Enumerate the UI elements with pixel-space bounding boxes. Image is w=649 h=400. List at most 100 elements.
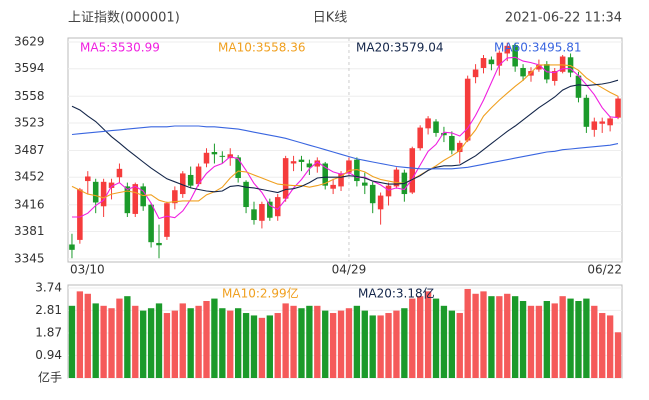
candle-body (100, 181, 107, 207)
candle-body (385, 185, 392, 197)
candle-body (77, 189, 83, 240)
volume-bar (401, 308, 408, 378)
candle-body (615, 98, 621, 118)
volume-bar (68, 305, 76, 378)
volume-bar (266, 315, 273, 378)
candle-body (282, 158, 289, 199)
volume-bar (298, 308, 305, 378)
candle-body (409, 148, 416, 193)
candle-body (425, 118, 431, 129)
volume-bar (84, 293, 91, 378)
x-tick-label: 04/29 (332, 263, 367, 277)
volume-bar (393, 310, 400, 378)
y-tick-label: 3629 (14, 35, 45, 49)
volume-bar (614, 332, 622, 378)
volume-bar (195, 305, 202, 378)
candle-body (164, 203, 170, 237)
candle-body (480, 58, 487, 68)
candle-body (441, 132, 447, 136)
volume-legend: MA20:3.18亿 (358, 286, 435, 301)
volume-bar (417, 296, 424, 378)
candle-body (187, 174, 194, 186)
candle-body (362, 182, 368, 186)
candle-body (591, 121, 598, 130)
volume-legend: MA10:2.99亿 (222, 286, 299, 301)
y-tick-label: 3558 (14, 89, 45, 103)
candle-body (488, 59, 495, 65)
volume-bar (163, 313, 171, 378)
volume-bar (448, 310, 456, 378)
candle-body (203, 152, 210, 164)
volume-bar (147, 308, 155, 378)
volume-bar (227, 310, 234, 378)
volume-bar (519, 300, 527, 378)
candle-body (559, 56, 566, 72)
volume-bar (480, 291, 487, 378)
candle-body (346, 160, 352, 173)
timestamp: 2021-06-22 11:34 (505, 11, 622, 26)
volume-bar (424, 291, 432, 378)
volume-bar (179, 303, 186, 378)
volume-bar (599, 313, 606, 378)
candle-body (69, 244, 75, 250)
volume-bar (527, 305, 535, 378)
candle-body (464, 78, 471, 141)
volume-bar (187, 308, 194, 378)
volume-bar (488, 296, 495, 378)
volume-bar (345, 308, 353, 378)
candle-body (116, 168, 123, 178)
candle-body (433, 121, 439, 133)
candle-body (251, 209, 257, 221)
volume-bar (211, 298, 218, 378)
volume-bar (591, 305, 598, 378)
candle-body (536, 64, 542, 70)
candle-body (354, 159, 360, 182)
candle-body (259, 203, 265, 221)
volume-bar (258, 317, 266, 378)
candle-body (520, 67, 526, 77)
volume-bar (108, 308, 115, 378)
volume-bar (583, 298, 590, 378)
candle-body (504, 45, 511, 54)
candle-body (211, 152, 218, 155)
y-tick-label: 3523 (14, 115, 45, 129)
y-tick-label: 3452 (14, 170, 45, 184)
legend-entry: MA10:3558.36 (218, 41, 306, 55)
volume-bar (219, 308, 226, 378)
candle-body (148, 204, 154, 243)
volume-bar (377, 315, 384, 378)
volume-bar (242, 313, 250, 378)
candle-body (338, 173, 344, 187)
volume-bar (234, 308, 242, 378)
volume-bar (274, 313, 281, 378)
volume-bar (409, 298, 416, 378)
legend-entry: MA20:3579.04 (356, 41, 444, 55)
x-tick-label: 03/10 (70, 263, 105, 277)
volume-bar (140, 310, 147, 378)
volume-bar (76, 291, 84, 378)
candle-body (85, 176, 91, 182)
volume-bar (511, 296, 519, 378)
candle-body (449, 135, 455, 151)
ma-line (71, 79, 619, 194)
legend-entry: MA5:3530.99 (80, 41, 160, 55)
ma-line (71, 64, 619, 204)
volume-bar (559, 296, 566, 378)
candle-body (314, 160, 321, 167)
volume-bar (504, 293, 511, 378)
y-tick-label: 3345 (14, 252, 45, 266)
volume-bar (456, 313, 463, 378)
volume-bar (203, 300, 210, 378)
volume-bar (543, 300, 550, 378)
candle-body (512, 45, 518, 67)
volume-bar (472, 293, 479, 378)
ma-line (71, 125, 619, 170)
y-tick-label: 3594 (14, 61, 45, 75)
y-tick-label: 3.74 (35, 281, 62, 295)
candle-body (583, 97, 590, 127)
volume-bar (171, 310, 179, 378)
candle-body (575, 75, 582, 98)
volume-bar (314, 305, 321, 378)
candle-body (369, 184, 376, 204)
